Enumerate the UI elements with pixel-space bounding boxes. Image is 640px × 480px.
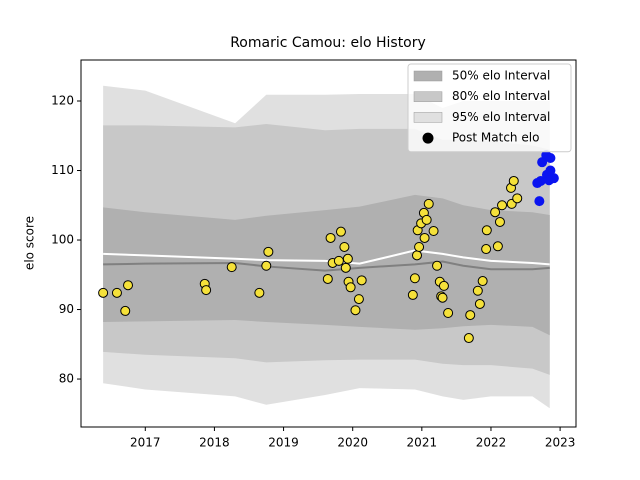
x-tick-label: 2020 [337, 436, 368, 450]
data-point [335, 226, 346, 237]
data-point [261, 260, 272, 271]
y-tick-label: 90 [59, 302, 74, 316]
data-point [437, 292, 448, 303]
legend-swatch [413, 112, 443, 123]
data-point [477, 276, 488, 287]
data-point [438, 280, 449, 291]
data-point [494, 216, 505, 227]
data-point [226, 262, 237, 273]
data-point [490, 207, 501, 218]
data-point [472, 285, 483, 296]
legend-swatch [413, 91, 443, 102]
data-point [201, 285, 212, 296]
data-point [345, 282, 356, 293]
legend-label: 50% elo Interval [452, 69, 550, 83]
data-point [532, 178, 543, 189]
data-point [432, 260, 443, 271]
data-point [465, 310, 476, 321]
legend-swatch [413, 70, 443, 82]
data-point [414, 241, 425, 252]
data-point [353, 294, 364, 305]
legend-label: Post Match elo [452, 131, 539, 145]
data-point [443, 308, 454, 319]
y-tick-label: 100 [51, 233, 74, 247]
data-point [492, 241, 503, 252]
data-point [474, 298, 485, 309]
data-point [508, 175, 519, 186]
legend-label: 95% elo Interval [452, 110, 550, 124]
data-point [544, 175, 555, 186]
plot-content [98, 85, 559, 409]
data-point [419, 232, 430, 243]
data-point [333, 255, 344, 266]
data-point [98, 287, 109, 298]
x-tick-label: 2022 [476, 436, 507, 450]
data-point [322, 273, 333, 284]
data-point [120, 305, 131, 316]
data-point [356, 275, 367, 286]
x-tick-label: 2018 [199, 436, 230, 450]
data-point [407, 289, 418, 300]
data-point [254, 287, 265, 298]
data-point [481, 244, 492, 255]
data-point [111, 287, 122, 298]
y-tick-label: 110 [51, 163, 74, 177]
data-point [339, 241, 350, 252]
x-tick-label: 2017 [130, 436, 161, 450]
legend-marker [422, 132, 434, 144]
trend-line [103, 260, 550, 272]
data-point [411, 250, 422, 261]
data-point [512, 193, 523, 204]
data-point [263, 246, 274, 257]
data-point [428, 225, 439, 236]
data-point [342, 253, 353, 264]
data-point [421, 214, 432, 225]
data-point [481, 225, 492, 236]
data-point [463, 333, 474, 344]
data-point [409, 273, 420, 284]
legend-label: 80% elo Interval [452, 89, 550, 103]
trend-line [103, 249, 550, 266]
x-tick-label: 2021 [407, 436, 438, 450]
y-axis-label: elo score [23, 216, 37, 270]
chart-title: Romaric Camou: elo History [230, 35, 426, 51]
axes-frame [80, 59, 577, 428]
data-point [340, 262, 351, 273]
data-point [534, 196, 545, 207]
data-point [545, 153, 556, 164]
data-point [497, 200, 508, 211]
data-point [123, 280, 134, 291]
data-point [350, 305, 361, 316]
data-point [423, 198, 434, 209]
legend-box [407, 63, 572, 153]
y-tick-label: 80 [59, 372, 74, 386]
data-point [325, 232, 336, 243]
x-tick-label: 2019 [268, 436, 299, 450]
x-tick-label: 2023 [545, 436, 576, 450]
interval-band [103, 194, 550, 336]
y-tick-label: 120 [51, 94, 74, 108]
